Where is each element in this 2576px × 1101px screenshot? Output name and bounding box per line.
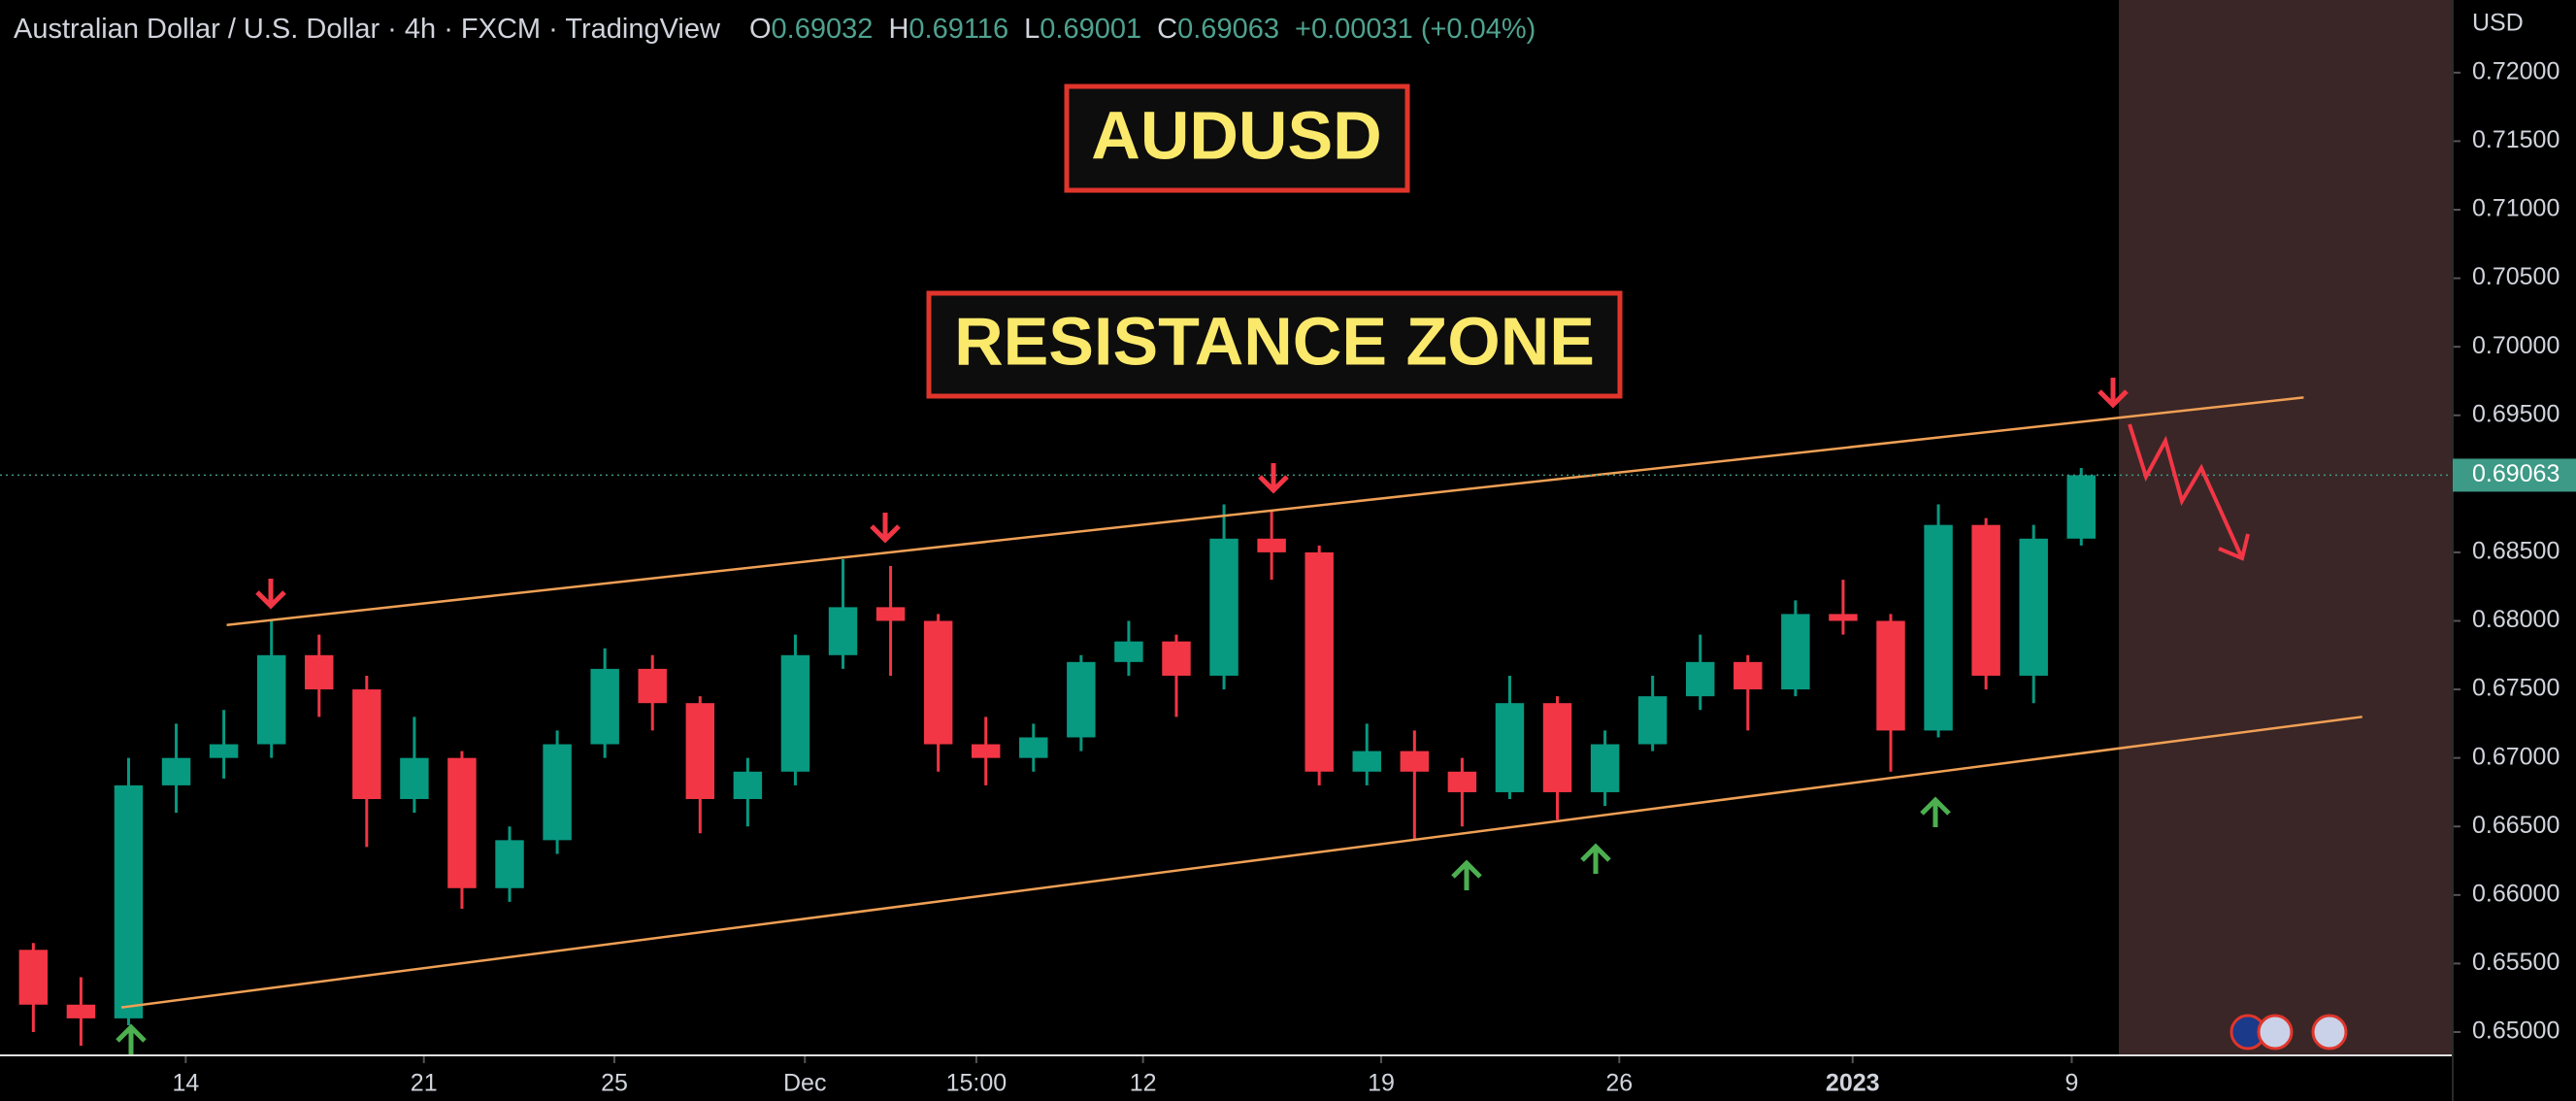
y-tick-label: 0.66000	[2472, 880, 2559, 907]
last-price-label: 0.69063	[2472, 460, 2559, 487]
symbol-title: Australian Dollar / U.S. Dollar · 4h · F…	[14, 14, 721, 45]
x-tick-label: 19	[1368, 1070, 1395, 1097]
header: Australian Dollar / U.S. Dollar · 4h · F…	[14, 14, 1536, 45]
candle-body	[1400, 751, 1430, 772]
candle-body	[1257, 538, 1286, 552]
candle-body	[590, 668, 619, 745]
plot-layer	[0, 396, 2453, 1047]
x-tick-label: 25	[601, 1070, 628, 1097]
trend-line	[226, 396, 2304, 626]
y-tick-label: 0.70000	[2472, 332, 2559, 359]
ohlc-label: H	[888, 14, 908, 45]
highlight-zone	[2119, 0, 2453, 1055]
candle-body	[256, 654, 286, 745]
candle-body	[1686, 661, 1715, 697]
candle-body	[1734, 661, 1763, 690]
candle-body	[1447, 771, 1477, 792]
candle-body	[638, 668, 667, 704]
flag-icons	[2229, 1014, 2348, 1051]
candle-body	[1019, 737, 1048, 758]
annotation-frame	[1064, 83, 1410, 193]
y-tick-label: 0.66500	[2472, 812, 2559, 839]
y-tick-label: 0.68000	[2472, 606, 2559, 633]
x-tick-label: 2023	[1826, 1070, 1880, 1097]
candle-body	[209, 744, 239, 758]
x-tick-label: 12	[1130, 1070, 1157, 1097]
x-tick-label: 15:00	[946, 1070, 1007, 1097]
candle-body	[2066, 475, 2096, 539]
ohlc-label: O	[749, 14, 772, 45]
ohlc-value: 0.69001	[1040, 14, 1141, 45]
y-tick-label: 0.67500	[2472, 675, 2559, 702]
candle-body	[66, 1004, 96, 1018]
candle-body	[828, 607, 858, 655]
candle-body	[305, 654, 334, 690]
x-tick-label: Dec	[783, 1070, 826, 1097]
candle-body	[1542, 703, 1572, 792]
candle-body	[400, 757, 429, 800]
candle-body	[161, 757, 191, 785]
currency-label: USD	[2472, 10, 2524, 37]
y-tick-label: 0.67000	[2472, 743, 2559, 770]
candle-body	[1876, 620, 1905, 731]
trend-line	[120, 716, 2362, 1009]
candle-body	[352, 689, 381, 800]
y-tick-label: 0.65000	[2472, 1018, 2559, 1045]
candle-body	[1829, 614, 1858, 621]
price-change: +0.00031 (+0.04%)	[1295, 14, 1536, 45]
ohlc-label: L	[1024, 14, 1040, 45]
candle-body	[447, 757, 477, 888]
candle-body	[1637, 696, 1668, 745]
candle-body	[114, 784, 144, 1018]
y-tick-label: 0.69500	[2472, 400, 2559, 427]
last-price-tag	[2453, 458, 2576, 492]
x-tick-label: 14	[172, 1070, 199, 1097]
candle-body	[733, 771, 763, 800]
x-tick-label: 26	[1605, 1070, 1633, 1097]
candle-body	[1781, 614, 1810, 690]
candle-body	[495, 840, 524, 888]
candle-body	[971, 744, 1001, 758]
y-tick-label: 0.70500	[2472, 263, 2559, 290]
flag-icon	[2257, 1014, 2294, 1051]
annotation-box: AUDUSD	[1064, 83, 1410, 193]
y-tick-label: 0.68500	[2472, 538, 2559, 565]
y-tick-label: 0.71000	[2472, 195, 2559, 222]
candle-body	[923, 620, 953, 745]
x-tick-label: 21	[411, 1070, 438, 1097]
candle-body	[875, 607, 906, 621]
candle-body	[1924, 524, 1953, 731]
candle-body	[543, 744, 572, 841]
candle-body	[1162, 641, 1191, 676]
ohlc-value: 0.69032	[772, 14, 874, 45]
x-tick-label: 9	[2065, 1070, 2079, 1097]
ohlc-value: 0.69063	[1177, 14, 1279, 45]
candle-body	[1971, 524, 2000, 676]
candle-body	[780, 654, 810, 772]
candle-body	[1352, 751, 1381, 772]
candle-body	[2019, 538, 2048, 676]
annotation-box: RESISTANCE ZONE	[926, 290, 1623, 399]
annotation-text: AUDUSD	[1091, 97, 1381, 173]
annotation-text: RESISTANCE ZONE	[954, 303, 1595, 379]
candle-body	[1209, 538, 1238, 676]
candle-body	[18, 950, 49, 1005]
candle-body	[1590, 744, 1620, 792]
y-tick-label: 0.71500	[2472, 126, 2559, 153]
flag-icon	[2311, 1014, 2348, 1051]
y-tick-label: 0.65500	[2472, 949, 2559, 976]
annotation-frame	[926, 290, 1623, 399]
y-tick-label: 0.72000	[2472, 57, 2559, 84]
ohlc-label: C	[1157, 14, 1177, 45]
candle-body	[1067, 661, 1096, 738]
ohlc-value: 0.69116	[908, 14, 1008, 45]
annotation-arrows	[117, 378, 2250, 1054]
projection-zigzag	[2128, 423, 2250, 561]
candle-body	[685, 703, 715, 800]
candle-body	[1114, 641, 1143, 662]
candle-body	[1495, 703, 1525, 792]
candle-body	[1305, 551, 1334, 772]
